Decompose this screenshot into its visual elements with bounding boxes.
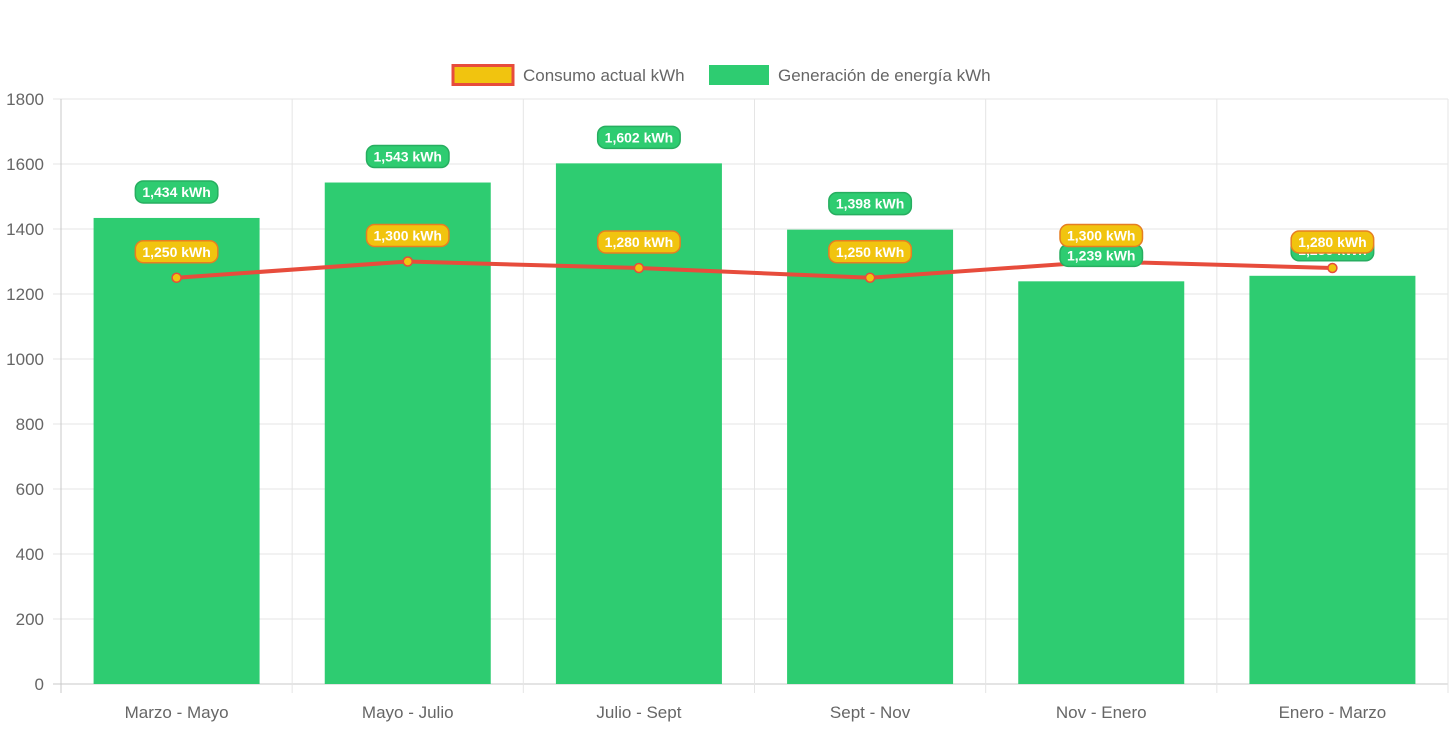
line-value-label-text: 1,250 kWh [836,244,904,260]
bar-value-label-pill [828,191,913,216]
y-tick-label: 400 [16,545,44,564]
line-value-label-text: 1,300 kWh [374,228,442,244]
bar-value-label-text: 1,398 kWh [836,196,904,212]
y-tick-label: 1800 [6,90,44,109]
axes: 0 200 400 600 800 1000 1200 1400 1600 1800 Marzo -… [6,90,1386,722]
bar-value-label: 1,543 kWh [365,144,450,169]
bar-value-label: 1,434 kWh [134,180,219,204]
bar-value-label: 1,239 kWh [1059,243,1144,268]
line-value-label-pill [134,240,219,264]
line-value-label: 1,280 kWh [1290,230,1375,254]
bar-value-label-text: 1,602 kWh [605,129,673,145]
x-tick-label: Nov - Enero [1056,703,1147,722]
bar-value-label-text: 1,239 kWh [1067,247,1135,263]
bar[interactable] [93,217,260,684]
legend-item-generacion[interactable]: Generación de energía kWh [709,65,991,85]
line-value-label-text: 1,250 kWh [142,244,210,260]
y-tick-label: 1600 [6,155,44,174]
line-value-label-pill [1059,223,1144,248]
line-point[interactable] [171,272,182,283]
bar[interactable] [1018,281,1185,684]
legend-swatch-consumo [451,64,515,86]
line-value-label: 1,250 kWh [828,240,913,264]
line-value-label-pill [596,230,681,254]
line-value-label-pill [828,240,913,264]
bar[interactable] [1249,275,1416,684]
bar-value-label-text: 1,543 kWh [374,149,442,165]
bar-value-label-pill [596,125,681,150]
line-value-label: 1,250 kWh [134,240,219,264]
line-point[interactable] [402,256,413,267]
line-value-label-text: 1,300 kWh [1067,228,1135,244]
line-value-label-text: 1,280 kWh [605,234,673,250]
x-tick-label: Mayo - Julio [362,703,454,722]
y-tick-label: 1000 [6,350,44,369]
data-labels: 1,434 kWh 1,543 kWh 1,602 kWh 1,398 kWh 1,23… [134,125,1375,268]
legend-swatch-generacion [709,65,769,85]
bar-value-label-pill [365,144,450,169]
bar-series [93,163,1416,685]
grid [53,98,1449,693]
x-tick-label: Julio - Sept [596,703,681,722]
legend[interactable]: Consumo actual kWh Generación de energía … [451,64,991,86]
y-tick-label: 600 [16,480,44,499]
x-tick-label: Marzo - Mayo [125,703,229,722]
y-tick-label: 1400 [6,220,44,239]
bar-value-label-pill [134,180,219,204]
legend-label-consumo: Consumo actual kWh [523,66,685,85]
line-value-label-pill [1290,230,1375,254]
bar-value-label-text: 1,434 kWh [142,184,210,200]
bar[interactable] [787,229,954,684]
y-tick-label: 200 [16,610,44,629]
legend-label-generacion: Generación de energía kWh [778,66,991,85]
x-tick-label: Enero - Marzo [1279,703,1387,722]
legend-item-consumo[interactable]: Consumo actual kWh [451,64,685,86]
y-tick-label: 0 [35,675,44,694]
line-point[interactable] [1327,262,1338,274]
line-point[interactable] [864,272,876,283]
x-tick-label: Sept - Nov [830,703,911,722]
bar-value-label: 1,602 kWh [596,125,681,150]
line-point[interactable] [633,262,645,274]
line-value-label: 1,280 kWh [596,230,681,254]
y-tick-label: 1200 [6,285,44,304]
line-value-label: 1,300 kWh [1059,223,1144,248]
bar-value-label: 1,398 kWh [828,191,913,216]
line-value-label-text: 1,280 kWh [1298,234,1366,250]
line-value-label: 1,300 kWh [365,223,450,248]
y-tick-label: 800 [16,415,44,434]
line-value-label-pill [365,223,450,248]
